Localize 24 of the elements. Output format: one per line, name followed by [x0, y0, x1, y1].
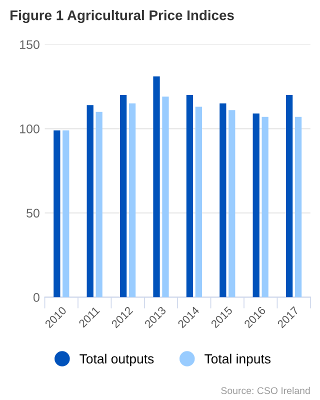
bar — [286, 94, 293, 298]
bar — [96, 112, 102, 298]
bar — [54, 130, 60, 298]
legend-label: Total outputs — [80, 354, 154, 366]
bar — [294, 116, 302, 298]
bar — [195, 106, 202, 298]
legend-label: Total inputs — [204, 354, 271, 366]
y-tick-label: 150 — [20, 40, 40, 50]
bar — [128, 103, 136, 298]
bar — [86, 105, 94, 298]
bar — [186, 94, 194, 298]
bar — [262, 116, 268, 298]
chart-title: Figure 1 Agricultural Price Indices — [10, 10, 234, 24]
bar — [220, 103, 226, 298]
bar — [228, 110, 236, 298]
y-tick-label: 0 — [33, 293, 40, 302]
bar — [162, 96, 169, 298]
bar — [120, 94, 127, 298]
bar — [62, 130, 70, 298]
y-tick-label: 100 — [20, 124, 40, 134]
y-tick-label: 50 — [26, 208, 40, 218]
source-note: Source: CSO Ireland — [221, 386, 310, 394]
bar — [252, 114, 260, 298]
bar — [153, 76, 160, 298]
